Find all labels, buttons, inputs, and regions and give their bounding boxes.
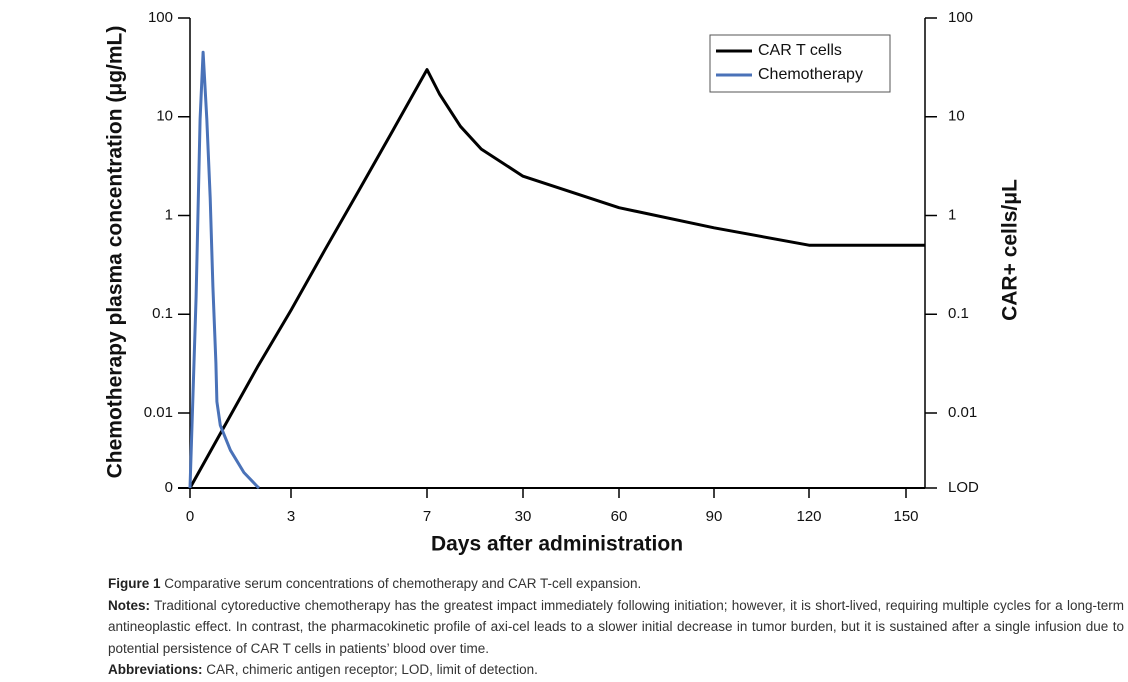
y2-tick-label: 1 xyxy=(948,206,956,223)
x-tick-label: 3 xyxy=(287,508,295,525)
legend-box xyxy=(709,34,891,93)
x-tick-label: 150 xyxy=(893,508,918,525)
abbreviations-label: Abbreviations: xyxy=(108,662,203,678)
series-line xyxy=(188,68,926,489)
notes: Notes: Traditional cytoreductive chemoth… xyxy=(108,595,1124,660)
x-tick-label: 60 xyxy=(611,508,628,525)
y-tick-label: 0.1 xyxy=(152,305,173,322)
y2-tick-label: 0.01 xyxy=(948,404,977,421)
y-tick-label: 1 xyxy=(165,206,173,223)
y2-tick-label: 0.1 xyxy=(948,305,969,322)
y2-tick-label: LOD xyxy=(948,479,979,496)
y-tick-label: 0.01 xyxy=(144,404,173,421)
y-tick-label: 10 xyxy=(156,108,173,125)
legend-label: Chemotherapy xyxy=(758,66,863,83)
figure-caption: Figure 1 Comparative serum concentration… xyxy=(108,573,1124,595)
abbreviations-text: CAR, chimeric antigen receptor; LOD, lim… xyxy=(206,662,538,678)
x-tick-label: 7 xyxy=(423,508,431,525)
x-tick-label: 120 xyxy=(796,508,821,525)
x-tick-label: 0 xyxy=(186,508,194,525)
y2-tick-label: 10 xyxy=(948,108,965,125)
y-tick-label: 0 xyxy=(165,479,173,496)
y2-tick-label: 100 xyxy=(948,9,973,26)
figure-text: Comparative serum concentrations of chem… xyxy=(164,576,642,591)
chart: Days after administration Chemotherapy p… xyxy=(104,9,1022,556)
notes-label: Notes: xyxy=(108,597,151,613)
x-axis-title: Days after administration xyxy=(431,533,683,556)
figure-label: Figure 1 xyxy=(108,576,161,591)
series-line xyxy=(188,50,260,490)
y2-axis-title: CAR+ cells/μL xyxy=(999,179,1022,321)
x-tick-label: 30 xyxy=(515,508,532,525)
caption: Figure 1 Comparative serum concentration… xyxy=(108,573,1124,681)
x-tick-label: 90 xyxy=(706,508,723,525)
abbreviations: Abbreviations: CAR, chimeric antigen rec… xyxy=(108,659,1124,681)
y-tick-label: 100 xyxy=(148,9,173,26)
y-axis-title: Chemotherapy plasma concentration (μg/mL… xyxy=(104,26,127,479)
legend-label: CAR T cells xyxy=(758,42,842,59)
notes-text: Traditional cytoreductive chemotherapy h… xyxy=(108,597,1124,656)
